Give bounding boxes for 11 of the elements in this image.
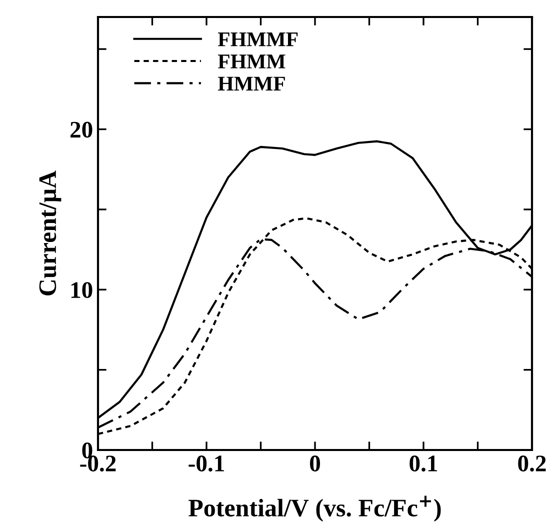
y-axis-title: Current/μA xyxy=(39,170,62,296)
x-axis-title: Potential/V (vs. Fc/Fc$^{+}$) xyxy=(188,496,441,522)
x-tick-label: -0.1 xyxy=(188,456,224,472)
x-tick-label: 0.2 xyxy=(518,456,546,472)
legend-label: FHMMF xyxy=(218,32,298,46)
legend-label: FHMM xyxy=(218,54,286,68)
y-tick-label: 20 xyxy=(70,122,92,138)
x-tick-label: 0.1 xyxy=(410,456,438,472)
y-tick-label: 10 xyxy=(71,282,92,298)
legend-label: HMMF xyxy=(218,76,285,90)
x-tick-label: 0 xyxy=(310,456,320,472)
